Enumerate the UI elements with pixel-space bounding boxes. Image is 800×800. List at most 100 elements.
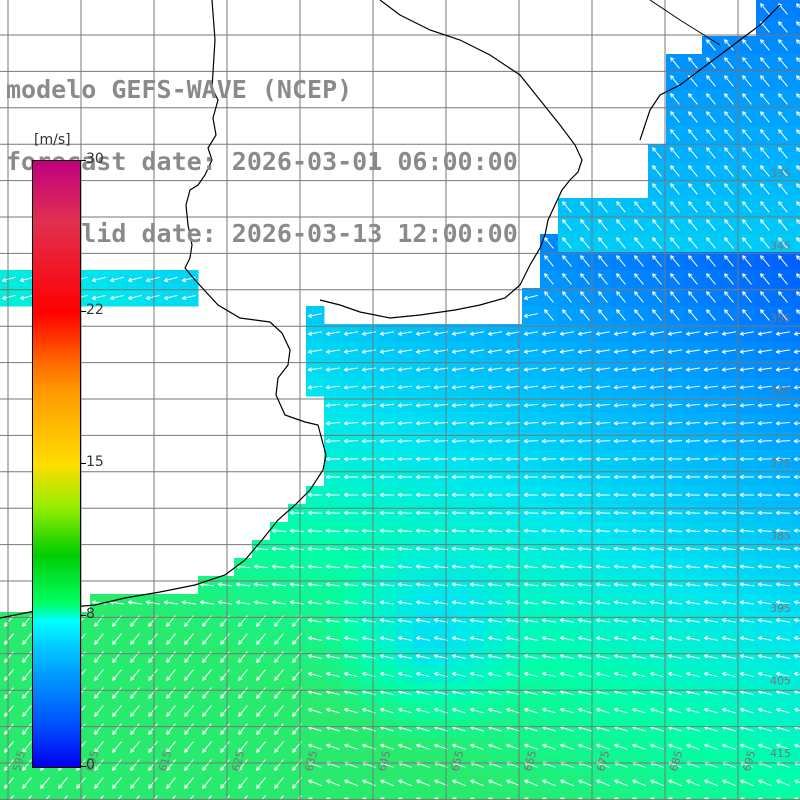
- wind-arrow: [724, 183, 734, 195]
- grid-label-bottom: 605: [83, 749, 101, 773]
- wind-arrow: [451, 600, 466, 605]
- wind-arrow: [112, 669, 122, 681]
- wind-arrow: [135, 795, 140, 800]
- wind-arrow: [22, 741, 32, 753]
- wind-arrow: [256, 633, 266, 645]
- wind-arrow: [580, 219, 590, 231]
- wind-arrow: [451, 510, 467, 516]
- wind-arrow: [760, 201, 770, 213]
- wind-arrow: [793, 385, 800, 390]
- wind-arrow: [541, 528, 557, 534]
- wind-arrow: [703, 636, 718, 641]
- wind-arrow: [505, 546, 521, 551]
- wind-arrow: [415, 474, 431, 480]
- wind-arrow: [148, 687, 158, 699]
- wind-arrow: [451, 456, 467, 462]
- wind-arrow: [9, 795, 14, 800]
- wind-arrow: [130, 777, 140, 789]
- wind-arrow: [649, 331, 664, 336]
- wind-arrow: [649, 510, 665, 516]
- wind-arrow: [685, 671, 700, 678]
- colorbar-tick-22: 22: [86, 302, 104, 318]
- wind-cell: [144, 792, 163, 800]
- wind-arrow: [652, 219, 662, 231]
- wind-arrow: [487, 421, 503, 426]
- wind-arrow: [613, 707, 628, 714]
- wind-cell: [792, 756, 800, 775]
- wind-arrow: [343, 582, 359, 587]
- wind-arrow: [724, 201, 734, 213]
- wind-arrow: [451, 546, 467, 551]
- wind-arrow: [541, 349, 556, 354]
- wind-arrow: [361, 385, 377, 390]
- wind-arrow: [688, 111, 698, 123]
- wind-arrow: [307, 528, 323, 534]
- wind-arrow: [760, 75, 770, 87]
- wind-arrow: [112, 759, 122, 771]
- wind-arrow: [739, 528, 755, 534]
- wind-arrow: [238, 705, 248, 717]
- wind-arrow: [739, 403, 755, 408]
- wind-arrow: [488, 743, 502, 750]
- wind-arrow: [685, 510, 701, 516]
- wind-arrow: [598, 255, 608, 267]
- grid-label-bottom: 625: [229, 749, 247, 773]
- wind-arrow: [343, 456, 359, 462]
- wind-arrow: [649, 438, 665, 444]
- wind-arrow: [634, 237, 644, 249]
- wind-arrow: [724, 75, 734, 87]
- wind-arrow: [274, 687, 284, 699]
- wind-arrow: [578, 743, 592, 750]
- wind-arrow: [523, 474, 539, 480]
- wind-arrow: [542, 779, 556, 787]
- wind-arrow: [343, 636, 358, 641]
- wind-arrow: [688, 273, 698, 285]
- wind-arrow: [739, 438, 755, 444]
- wind-cell: [252, 792, 271, 800]
- wind-arrow: [613, 546, 629, 551]
- wind-arrow: [112, 741, 122, 753]
- wind-arrow: [289, 510, 305, 516]
- wind-cell: [324, 792, 343, 800]
- wind-arrow: [649, 403, 665, 408]
- wind-arrow: [361, 367, 377, 372]
- wind-arrow: [307, 636, 322, 641]
- wind-arrow: [577, 492, 593, 498]
- wind-arrow: [94, 723, 104, 735]
- wind-arrow: [148, 759, 158, 771]
- wind-cell: [342, 792, 361, 800]
- wind-arrow: [631, 582, 647, 587]
- wind-arrow: [577, 564, 593, 569]
- wind-arrow: [616, 219, 626, 231]
- wind-arrow: [487, 492, 503, 498]
- wind-arrow: [22, 777, 32, 789]
- wind-cell: [702, 792, 721, 800]
- wind-arrow: [757, 582, 773, 587]
- wind-arrow: [379, 474, 395, 480]
- wind-arrow: [523, 653, 538, 660]
- wind-arrow: [613, 331, 628, 336]
- wind-arrow: [667, 707, 682, 714]
- wind-arrow: [415, 564, 431, 569]
- wind-arrow: [703, 546, 719, 551]
- wind-cell: [54, 792, 73, 800]
- wind-arrow: [541, 600, 556, 605]
- wind-arrow: [325, 421, 341, 426]
- wind-arrow: [667, 546, 683, 551]
- wind-arrow: [724, 291, 734, 303]
- wind-arrow: [487, 385, 503, 390]
- wind-arrow: [760, 147, 770, 159]
- wind-arrow: [559, 474, 575, 480]
- wind-cell: [540, 792, 559, 800]
- wind-arrow: [148, 723, 158, 735]
- wind-arrow: [595, 474, 611, 480]
- wind-arrow: [451, 564, 467, 569]
- wind-arrow: [541, 653, 556, 660]
- wind-arrow: [793, 564, 800, 569]
- wind-arrow: [794, 779, 800, 784]
- wind-arrow: [343, 438, 359, 444]
- wind-arrow: [631, 707, 646, 714]
- wind-arrow: [469, 564, 485, 569]
- wind-cell: [468, 792, 487, 800]
- wind-arrow: [148, 669, 158, 681]
